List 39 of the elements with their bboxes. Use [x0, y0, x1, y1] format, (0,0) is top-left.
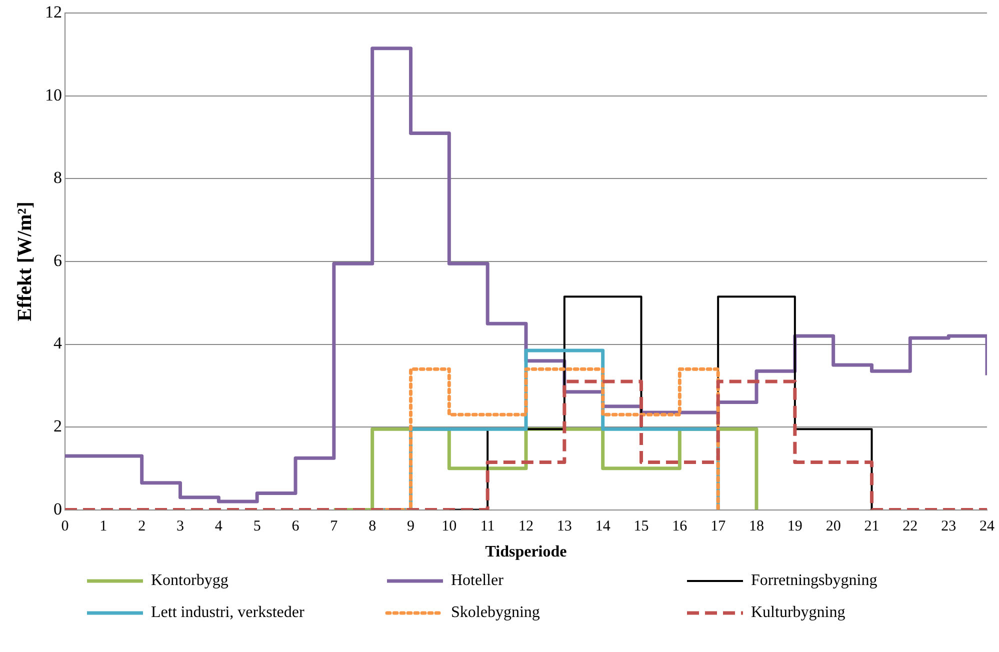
legend-label: Kontorbygg	[151, 572, 228, 590]
y-tick-label: 2	[54, 416, 62, 436]
legend-label: Hoteller	[451, 572, 504, 590]
x-tick-label: 20	[826, 518, 841, 535]
x-tick-label: 16	[672, 518, 688, 535]
y-tick-label: 0	[54, 499, 62, 518]
x-tick-label: 22	[902, 518, 918, 535]
y-tick-label: 10	[45, 85, 62, 104]
x-tick-label: 12	[518, 518, 534, 535]
legend-label: Skolebygning	[451, 604, 540, 622]
x-tick-label: 15	[634, 518, 649, 535]
x-tick-label: 17	[710, 518, 726, 535]
y-axis-title: Effekt [W/m²]	[14, 202, 36, 322]
x-tick-label: 4	[214, 518, 223, 535]
x-tick-label: 1	[100, 518, 108, 535]
x-tick-label: 8	[368, 518, 376, 535]
x-tick-label: 23	[941, 518, 956, 535]
x-axis-title: Tidsperiode	[485, 544, 567, 561]
x-tick-label: 21	[864, 518, 880, 535]
y-tick-label: 12	[45, 2, 62, 22]
x-tick-label: 19	[787, 518, 802, 535]
legend-label: Kulturbygning	[751, 604, 846, 622]
y-tick-label: 8	[54, 168, 62, 188]
x-tick-label: 6	[292, 518, 300, 535]
legend-label: Lett industri, verksteder	[151, 604, 304, 622]
x-tick-label: 11	[480, 518, 495, 535]
y-tick-label: 6	[54, 250, 62, 270]
x-tick-label: 3	[176, 518, 184, 535]
legend-label: Forretningsbygning	[751, 572, 878, 590]
x-tick-label: 18	[749, 518, 764, 535]
x-tick-label: 9	[407, 518, 414, 535]
y-tick-label: 4	[54, 334, 62, 353]
x-tick-label: 2	[138, 518, 146, 535]
x-tick-label: 13	[556, 518, 572, 535]
x-tick-label: 24	[980, 518, 995, 535]
x-tick-label: 7	[330, 518, 338, 535]
x-tick-label: 14	[595, 518, 611, 535]
x-tick-label: 10	[442, 518, 457, 535]
x-tick-label: 5	[253, 518, 261, 535]
